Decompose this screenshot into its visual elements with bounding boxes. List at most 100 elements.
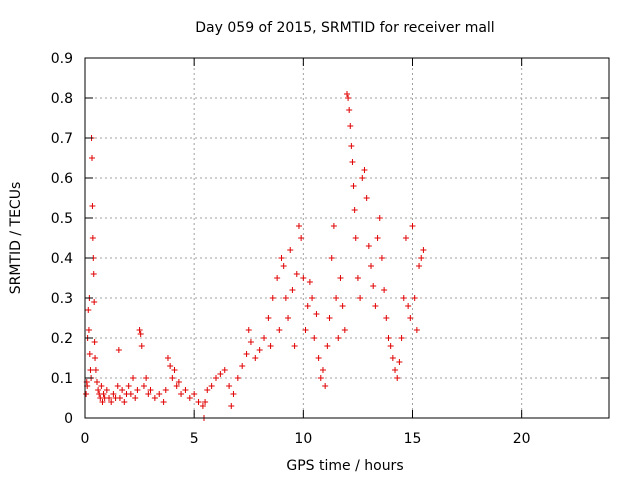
- data-point: [302, 327, 309, 333]
- data-point: [280, 263, 287, 269]
- data-point: [374, 235, 381, 241]
- data-point: [234, 375, 241, 381]
- data-point: [354, 275, 361, 281]
- data-point: [392, 367, 399, 373]
- y-tick-label: 0: [64, 411, 73, 427]
- data-point: [182, 387, 189, 393]
- data-point: [394, 375, 401, 381]
- data-point: [92, 367, 99, 373]
- x-tick-label: 5: [190, 431, 199, 447]
- data-point: [243, 351, 250, 357]
- data-point: [330, 223, 337, 229]
- data-point: [350, 183, 357, 189]
- grid-lines: [85, 58, 609, 418]
- data-point: [138, 343, 145, 349]
- data-point: [140, 383, 147, 389]
- y-tick-label: 0.7: [51, 131, 73, 147]
- data-point: [420, 247, 427, 253]
- data-point: [315, 355, 322, 361]
- data-point: [88, 155, 95, 161]
- data-point: [87, 367, 94, 373]
- data-point: [114, 383, 121, 389]
- data-point: [317, 375, 324, 381]
- data-point: [221, 367, 228, 373]
- data-point: [143, 375, 150, 381]
- data-point: [85, 307, 92, 313]
- x-tick-label: 0: [81, 431, 90, 447]
- data-point: [134, 387, 141, 393]
- data-points: [83, 91, 427, 421]
- data-point: [186, 395, 193, 401]
- data-point: [91, 299, 98, 305]
- y-tick-label: 0.2: [51, 331, 73, 347]
- data-point: [368, 263, 375, 269]
- data-point: [304, 303, 311, 309]
- data-point: [245, 327, 252, 333]
- data-point: [94, 379, 101, 385]
- data-point: [130, 375, 137, 381]
- data-point: [125, 383, 132, 389]
- data-point: [199, 403, 206, 409]
- data-point: [98, 383, 105, 389]
- data-point: [171, 367, 178, 373]
- data-point: [167, 363, 174, 369]
- data-point: [256, 347, 263, 353]
- data-point: [409, 223, 416, 229]
- data-point: [274, 275, 281, 281]
- y-tick-label: 0.1: [51, 371, 73, 387]
- data-point: [328, 255, 335, 261]
- data-point: [311, 335, 318, 341]
- data-point: [239, 363, 246, 369]
- data-point: [372, 303, 379, 309]
- data-point: [267, 343, 274, 349]
- data-point: [309, 295, 316, 301]
- data-point: [398, 335, 405, 341]
- data-point: [344, 91, 350, 97]
- data-point: [110, 391, 117, 397]
- data-point: [132, 395, 139, 401]
- data-point: [195, 399, 202, 405]
- data-point: [293, 271, 300, 277]
- data-point: [175, 379, 182, 385]
- data-point: [89, 235, 96, 241]
- data-point: [298, 235, 305, 241]
- data-point: [300, 275, 307, 281]
- data-point: [405, 303, 412, 309]
- data-point: [213, 375, 219, 381]
- data-point: [346, 107, 353, 113]
- data-point: [276, 327, 283, 333]
- data-point: [411, 295, 418, 301]
- data-point: [351, 207, 358, 213]
- data-point: [145, 391, 152, 397]
- data-point: [119, 387, 126, 393]
- data-point: [365, 243, 372, 249]
- data-point: [269, 295, 276, 301]
- x-tick-label: 20: [513, 431, 531, 447]
- data-point: [164, 355, 171, 361]
- data-point: [108, 399, 115, 405]
- data-point: [370, 283, 377, 289]
- data-point: [287, 247, 294, 253]
- data-point: [91, 339, 98, 345]
- data-point: [106, 395, 113, 401]
- data-point: [335, 335, 342, 341]
- data-point: [278, 255, 285, 261]
- data-point: [115, 347, 122, 353]
- data-point: [349, 159, 356, 165]
- y-tick-label: 0.3: [51, 291, 73, 307]
- data-point: [291, 343, 298, 349]
- data-point: [347, 123, 354, 129]
- data-point: [247, 339, 254, 345]
- data-point: [357, 295, 364, 301]
- axis-ticks: 0 0.1 0.2 0.3 0.4 0.5 0.6 0.7 0.8 0.9 0 5 10 15 20: [51, 51, 610, 447]
- data-point: [86, 351, 93, 357]
- data-point: [261, 335, 268, 341]
- data-point: [341, 327, 348, 333]
- x-tick-label: 10: [294, 431, 312, 447]
- data-point: [92, 355, 99, 361]
- data-point: [348, 143, 355, 149]
- data-point: [191, 391, 198, 397]
- data-point: [85, 327, 92, 333]
- x-tick-label: 15: [404, 431, 422, 447]
- x-axis-label: GPS time / hours: [286, 458, 403, 474]
